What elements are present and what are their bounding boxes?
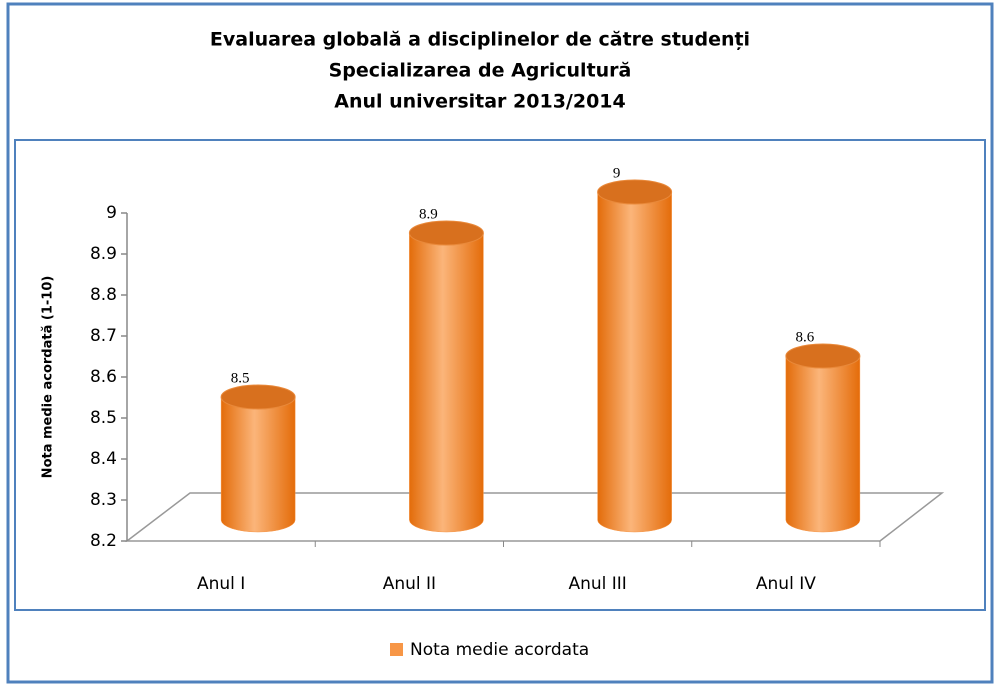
bar-top	[597, 179, 673, 205]
bar	[785, 355, 861, 533]
bar-top	[785, 343, 861, 369]
y-tick-label: 8.3	[90, 490, 117, 510]
x-tick-label: Anul I	[197, 574, 245, 594]
data-label: 8.5	[231, 370, 250, 386]
y-tick-label: 9	[106, 203, 117, 223]
y-tick-label: 8.9	[90, 244, 117, 264]
bar	[220, 396, 296, 533]
y-tick-label: 8.4	[90, 449, 117, 469]
data-label: 8.6	[796, 329, 815, 345]
floor	[124, 492, 945, 542]
data-label: 8.9	[419, 206, 438, 222]
y-tick-label: 8.8	[90, 285, 117, 305]
y-tick-label: 8.2	[90, 531, 117, 551]
bar-top	[408, 220, 484, 246]
legend-label: Nota medie acordata	[410, 640, 589, 660]
chart-title: Evaluarea globală a disciplinelor de căt…	[210, 29, 750, 51]
y-tick-label: 8.7	[90, 326, 117, 346]
bar	[597, 191, 672, 533]
x-tick-label: Anul III	[568, 574, 626, 594]
x-tick-label: Anul II	[383, 574, 436, 594]
y-tick-label: 8.5	[90, 408, 117, 428]
data-label: 9	[613, 165, 621, 181]
chart-subtitle: Specializarea de Agricultură	[329, 60, 632, 82]
y-axis-label: Nota medie acordată (1-10)	[41, 276, 56, 479]
chart-subtitle: Anul universitar 2013/2014	[334, 91, 626, 113]
bar-top	[220, 384, 296, 410]
x-tick-label: Anul IV	[756, 574, 816, 594]
bar	[409, 232, 484, 533]
y-tick-label: 8.6	[90, 367, 117, 387]
legend-swatch	[390, 643, 403, 656]
